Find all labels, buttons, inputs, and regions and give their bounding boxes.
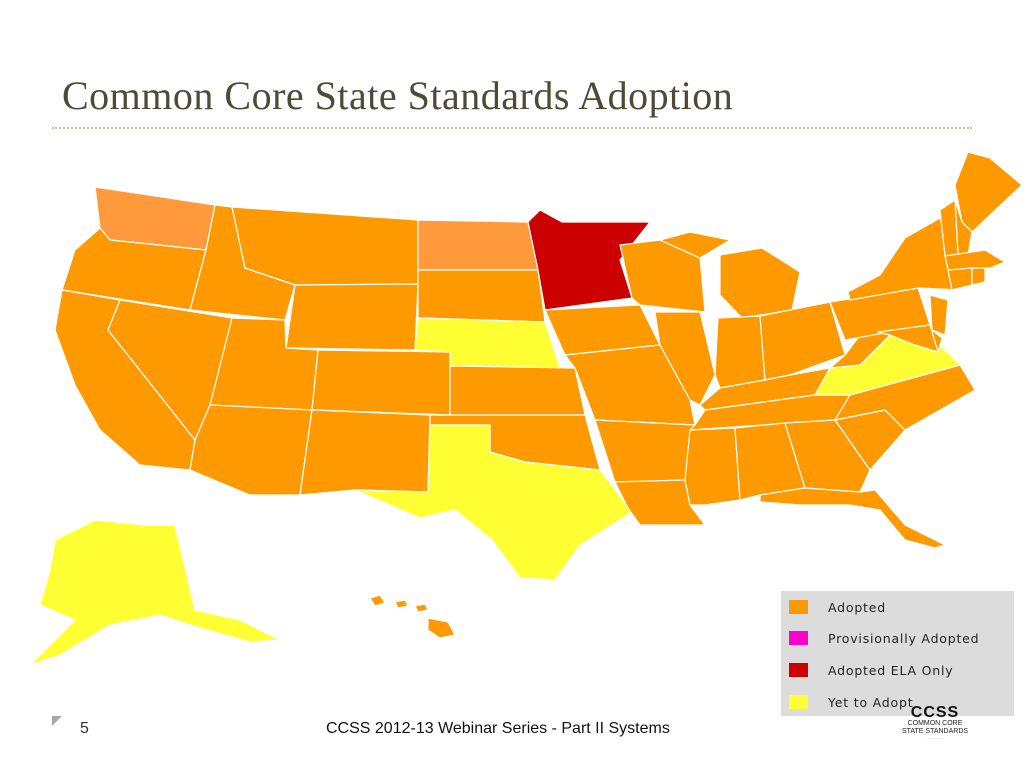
state-me: [954, 151, 1023, 233]
state-ks: [449, 365, 586, 416]
state-mi-upper: [659, 231, 731, 259]
logo-mark: CCSS: [910, 704, 960, 721]
slide-title: Common Core State Standards Adoption: [62, 73, 734, 118]
ccss-logo: CCSS COMMON CORE STATE STANDARDS ·······…: [898, 704, 972, 750]
us-map-svg: [29, 151, 1023, 666]
state-wy: [285, 283, 419, 351]
state-tx: [354, 424, 633, 581]
state-sd: [417, 269, 546, 323]
legend-swatch-yet-to-adopt: [789, 695, 808, 709]
state-in: [714, 315, 766, 389]
state-az: [189, 404, 313, 496]
state-ri: [971, 267, 986, 286]
legend-item-adopted-ela-only: Adopted ELA Only: [789, 662, 953, 678]
state-nj: [929, 294, 949, 336]
state-hi: [369, 594, 456, 639]
legend-item-yet-to-adopt: Yet to Adopt: [789, 694, 913, 710]
footer-text: CCSS 2012-13 Webinar Series - Part II Sy…: [326, 720, 670, 737]
state-ma: [944, 249, 1006, 271]
legend-label-yet-to-adopt: Yet to Adopt: [828, 694, 914, 710]
state-mn: [527, 209, 651, 311]
us-adoption-map: [0, 140, 1024, 700]
logo-line-2: STATE STANDARDS: [901, 728, 969, 735]
state-ak: [29, 519, 281, 666]
legend-label-adopted-ela-only: Adopted ELA Only: [828, 662, 954, 678]
state-co: [311, 349, 451, 416]
map-legend: Adopted Provisionally Adopted Adopted EL…: [781, 591, 1014, 716]
legend-label-provisionally-adopted: Provisionally Adopted: [828, 630, 980, 646]
legend-swatch-provisionally-adopted: [789, 631, 808, 645]
state-ar: [594, 419, 696, 483]
state-mt: [231, 206, 419, 286]
state-ms: [684, 427, 741, 506]
legend-item-adopted: Adopted: [789, 599, 886, 615]
slide-number: 5: [80, 720, 89, 737]
state-mi: [719, 247, 801, 319]
logo-line-1: COMMON CORE: [907, 720, 963, 727]
state-md: [877, 324, 939, 353]
legend-swatch-adopted: [789, 600, 808, 614]
state-nm: [299, 409, 431, 496]
state-nd: [417, 219, 539, 271]
logo-tagline: ·············: [926, 736, 944, 741]
state-fl: [759, 487, 946, 549]
legend-label-adopted: Adopted: [828, 599, 886, 615]
state-oh: [759, 301, 846, 381]
state-ct: [947, 267, 973, 291]
legend-swatch-adopted-ela-only: [789, 663, 808, 677]
legend-item-provisionally-adopted: Provisionally Adopted: [789, 630, 979, 646]
footer-arrow-icon: [52, 716, 62, 726]
title-divider: [52, 127, 972, 129]
state-ga: [784, 419, 871, 493]
